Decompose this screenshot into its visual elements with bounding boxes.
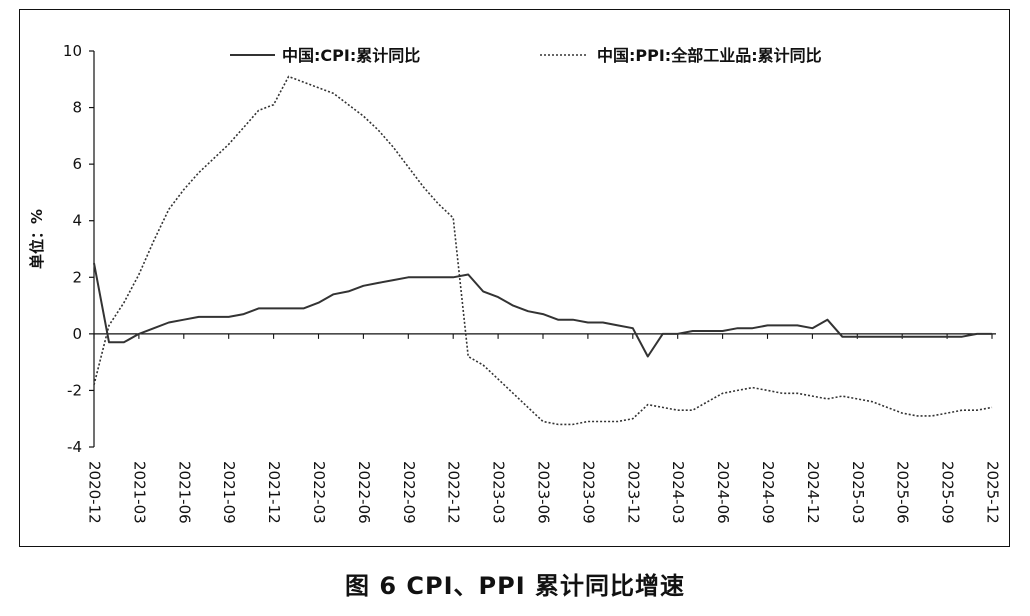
x-tick-label: 2020-12 [86, 461, 104, 524]
x-tick-label: 2021-06 [175, 461, 193, 524]
x-tick-label: 2024-09 [759, 461, 777, 524]
x-tick-label: 2023-06 [535, 461, 553, 524]
x-tick-label: 2022-12 [445, 461, 463, 524]
x-tick-label: 2022-09 [400, 461, 418, 524]
x-tick-label: 2024-12 [804, 461, 822, 524]
y-tick-label: -4 [67, 438, 82, 456]
chart-frame: -4 -2 0 2 4 6 8 10 2020-12 2021-03 2021-06 2021-09 2… [19, 9, 1010, 547]
x-tick-label: 2025-06 [894, 461, 912, 524]
x-tick-label: 2021-12 [265, 461, 283, 524]
legend-cpi-label: 中国:CPI:累计同比 [282, 46, 420, 65]
x-tick-label: 2024-06 [714, 461, 732, 524]
y-tick-label: 6 [72, 155, 82, 173]
ppi-series-line [93, 75, 993, 426]
y-tick-label: 8 [72, 99, 82, 117]
legend-ppi-label: 中国:PPI:全部工业品:累计同比 [597, 46, 822, 65]
x-tick-label: 2022-03 [310, 461, 328, 524]
y-axis-label: 单位：% [28, 209, 46, 269]
y-tick-label: 0 [72, 325, 82, 343]
y-tick-label: 4 [72, 212, 82, 230]
cpi-series-line [93, 262, 992, 358]
x-tick-label: 2025-03 [849, 461, 867, 524]
figure-caption: 图 6 CPI、PPI 累计同比增速 [344, 572, 685, 600]
x-tick-label: 2023-12 [624, 461, 642, 524]
x-tick-label: 2023-03 [490, 461, 508, 524]
x-tick-label: 2023-09 [579, 461, 597, 524]
x-tick-label: 2025-09 [939, 461, 957, 524]
x-tick-label: 2021-09 [220, 461, 238, 524]
x-tick-label: 2025-12 [984, 461, 1002, 524]
x-tick-label: 2021-03 [130, 461, 148, 524]
y-tick-label: 10 [63, 42, 82, 60]
y-tick-label: 2 [72, 268, 82, 286]
x-tick-label: 2024-03 [669, 461, 687, 524]
x-tick-label: 2022-06 [355, 461, 373, 524]
y-tick-label: -2 [67, 381, 82, 399]
line-chart: -4 -2 0 2 4 6 8 10 2020-12 2021-03 2021-06 2021-09 2… [28, 42, 1002, 524]
